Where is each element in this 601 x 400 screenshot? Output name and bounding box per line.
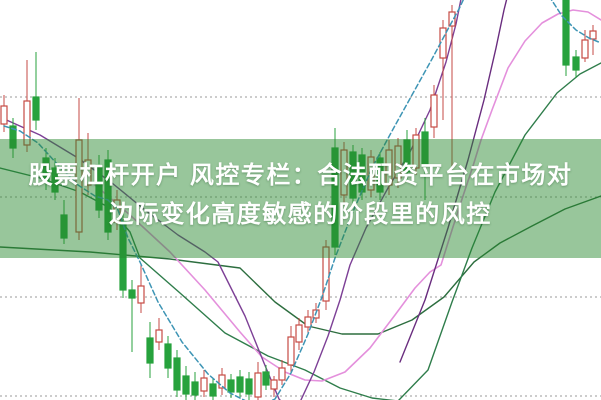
candle-down [128, 289, 136, 299]
ma-fast-teal-right-line [550, 0, 601, 44]
candle-down [376, 157, 384, 193]
candle-up [412, 134, 420, 169]
candle-up [295, 324, 303, 343]
candle-down [209, 383, 217, 397]
candle-up [218, 374, 226, 389]
candle-down [51, 167, 59, 193]
candle-down [42, 157, 50, 183]
candle-up [84, 159, 92, 186]
candle-down [245, 378, 253, 395]
candle-down [95, 164, 103, 211]
candle-up [287, 336, 295, 366]
candle-down [562, 0, 570, 66]
candle-up [367, 156, 375, 191]
candle-down [331, 147, 339, 248]
candle-down [60, 214, 68, 239]
candle-up [23, 100, 31, 146]
candle-down [173, 357, 181, 391]
candle-down [236, 376, 244, 393]
candle-up [340, 149, 348, 196]
headline-line-1: 股票杠杆开户 风控专栏：合法配资平台在市场对 [28, 162, 573, 189]
headline-line-2: 边际变化高度敏感的阶段里的风控 [109, 201, 492, 228]
candle-up [278, 367, 286, 381]
candle-down [421, 131, 429, 166]
candle-up [304, 316, 312, 328]
ma-magenta-line [94, 9, 601, 382]
candle-up [137, 285, 145, 304]
candle-down [146, 337, 154, 364]
candle-up [385, 149, 393, 186]
candle-down [32, 96, 40, 121]
candle-down [182, 375, 190, 395]
candle-up [270, 379, 278, 390]
headline-banner: 股票杠杆开户 风控专栏：合法配资平台在市场对 边际变化高度敏感的阶段里的风控 [0, 139, 601, 258]
candle-down [191, 381, 199, 396]
candle-up [394, 145, 402, 179]
candle-up [430, 94, 438, 128]
ma-violet-line [399, 0, 508, 363]
candle-down [227, 379, 235, 393]
candle-down [349, 151, 357, 199]
candle-up [0, 105, 8, 125]
ma-fast-teal-line [3, 0, 465, 400]
candle-up [589, 30, 597, 40]
candle-up [581, 39, 589, 59]
candle-down [9, 125, 17, 149]
candle-up [200, 377, 208, 392]
candle-down [403, 139, 411, 173]
candle-up [155, 329, 163, 343]
ma-green-slow-line [0, 195, 601, 335]
candle-up [254, 372, 262, 398]
candle-down [104, 159, 112, 233]
candle-up [113, 199, 121, 223]
candle-down [164, 343, 172, 369]
candle-down [572, 56, 580, 71]
candle-down [119, 221, 127, 291]
candle-up [448, 11, 456, 27]
candle-down [262, 371, 270, 386]
